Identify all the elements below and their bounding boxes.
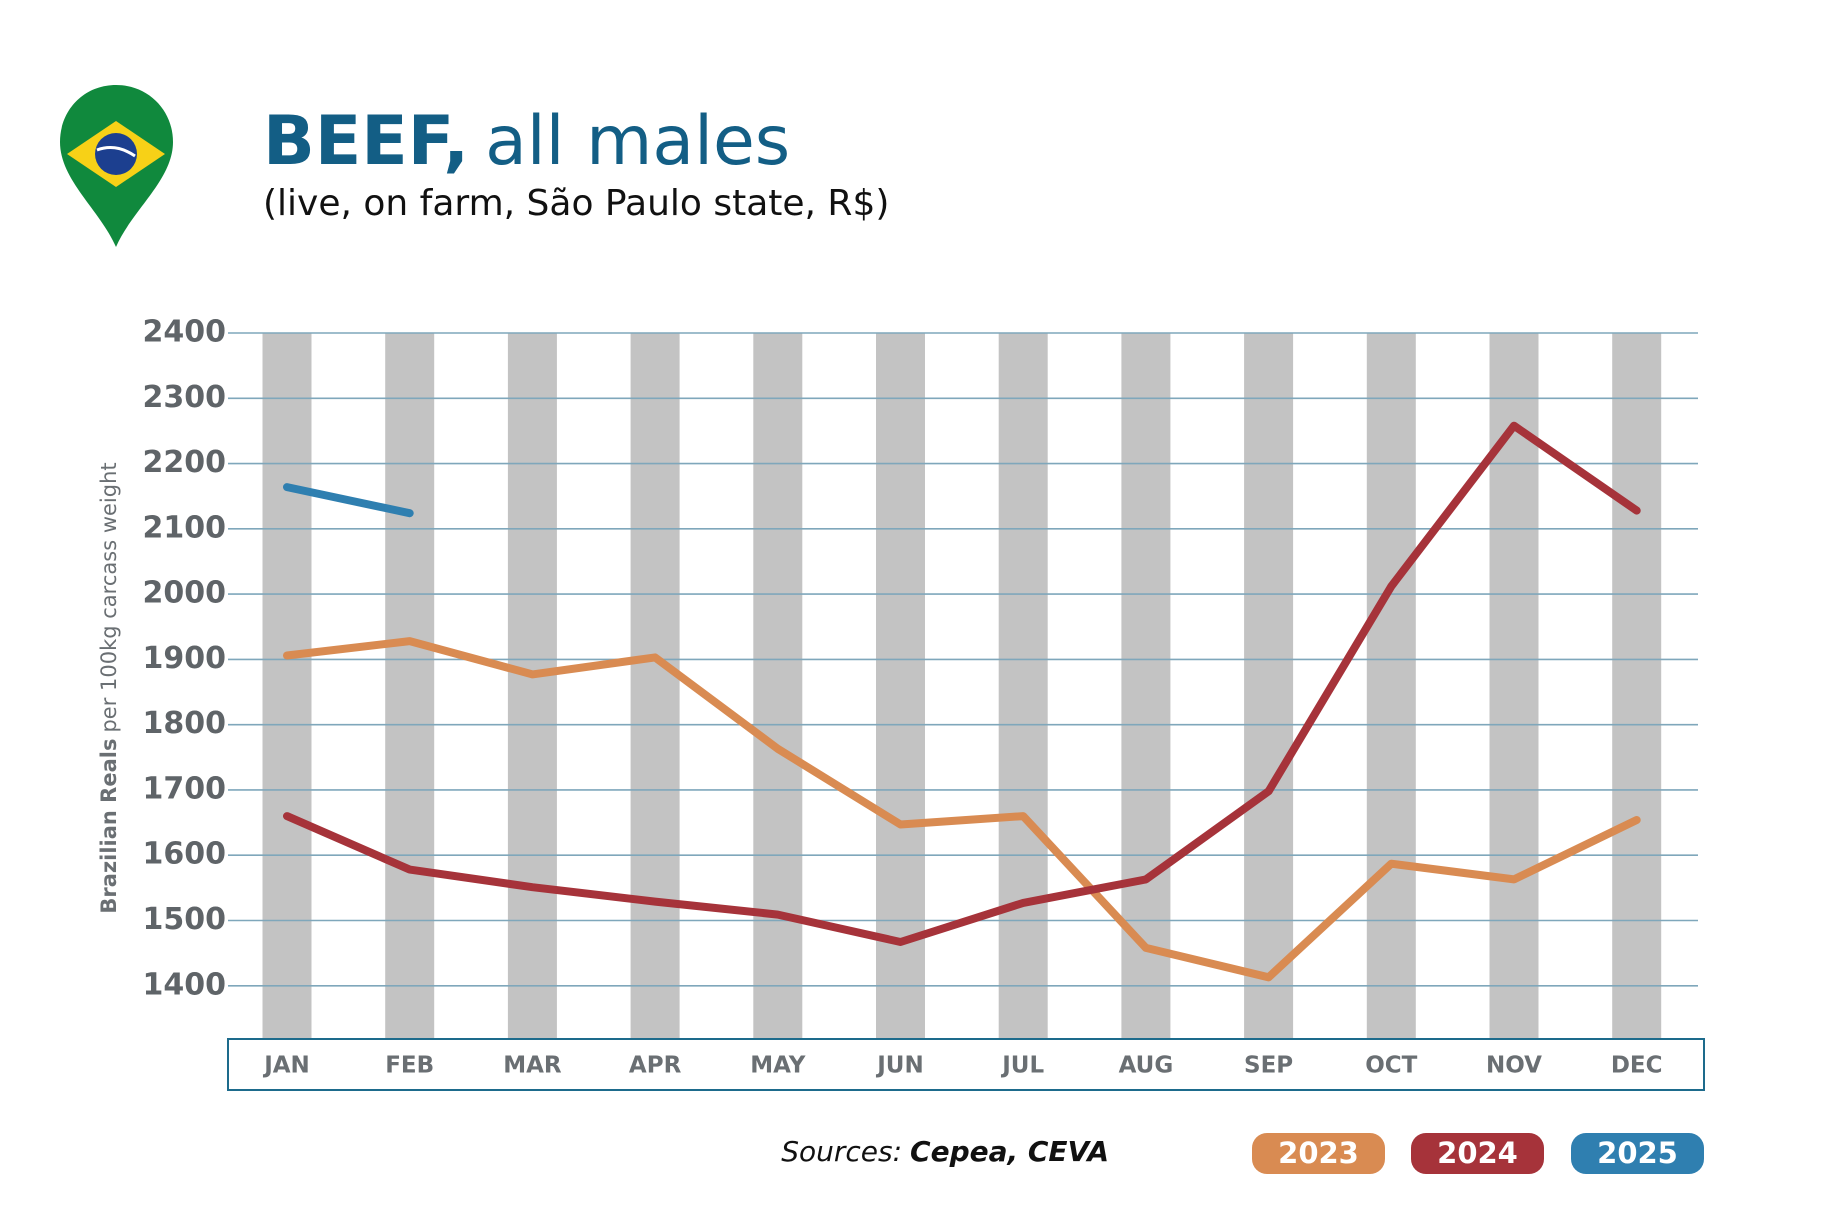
y-tick-label: 2200 [143,445,227,480]
month-band [630,333,680,1038]
legend-swatch [1571,1133,1704,1174]
y-label-rest: per 100kg carcass weight [97,462,121,732]
month-band [1612,333,1662,1038]
y-tick-label: 1600 [143,837,227,872]
x-tick-label: JUL [1000,1053,1044,1079]
x-tick-label: JAN [262,1053,310,1079]
brazil-pin-icon [60,85,173,247]
source-label: Sources: [781,1135,902,1168]
x-tick-label: MAY [750,1053,805,1079]
series-line [283,421,1641,946]
month-band [507,333,557,1038]
x-tick-label: DEC [1611,1053,1663,1079]
x-tick-label: FEB [385,1053,434,1079]
y-tick-label: 2100 [143,510,227,545]
y-tick-label: 2400 [143,315,227,350]
x-tick-label: MAR [503,1053,562,1079]
chart-title: BEEF, all males [263,102,790,181]
series-line [283,483,414,518]
title-emphasis: BEEF, [263,102,469,181]
x-tick-label: SEP [1244,1053,1293,1079]
month-band [876,333,925,1038]
y-tick-label: 2000 [143,576,227,611]
month-band [753,333,803,1038]
source-note: Sources: Cepea, CEVA [781,1135,1109,1168]
y-label-emphasis: Brazilian Reals [97,739,121,914]
series-line [283,637,1641,982]
y-tick-label: 1400 [143,967,227,1002]
source: Cepea, CEVA [910,1135,1109,1168]
x-tick-label: AUG [1119,1053,1174,1079]
x-tick-label: OCT [1365,1053,1417,1079]
x-tick-label: NOV [1486,1053,1542,1079]
y-tick-label: 2300 [143,380,227,415]
legend-swatch [1411,1133,1544,1174]
y-tick-label: 1800 [143,706,227,741]
y-tick-label: 1900 [143,641,227,676]
legend-swatch [1252,1133,1385,1174]
month-band [1366,333,1416,1038]
month-band [998,333,1048,1038]
title-rest: all males [485,102,790,181]
legend-label: 2024 [1437,1136,1518,1170]
x-tick-label: JUN [875,1053,923,1079]
y-tick-label: 1500 [143,902,227,937]
legend-label: 2025 [1597,1136,1678,1170]
month-band [262,333,312,1038]
y-tick-label: 1700 [143,771,227,806]
y-axis-label: Brazilian Reals per 100kg carcass weight [97,462,121,913]
legend-label: 2023 [1278,1136,1359,1170]
chart-subtitle: (live, on farm, São Paulo state, R$) [263,183,889,224]
x-axis-box [227,1038,1705,1091]
month-band [1244,333,1294,1038]
month-band [385,333,435,1038]
x-tick-label: APR [629,1053,682,1079]
